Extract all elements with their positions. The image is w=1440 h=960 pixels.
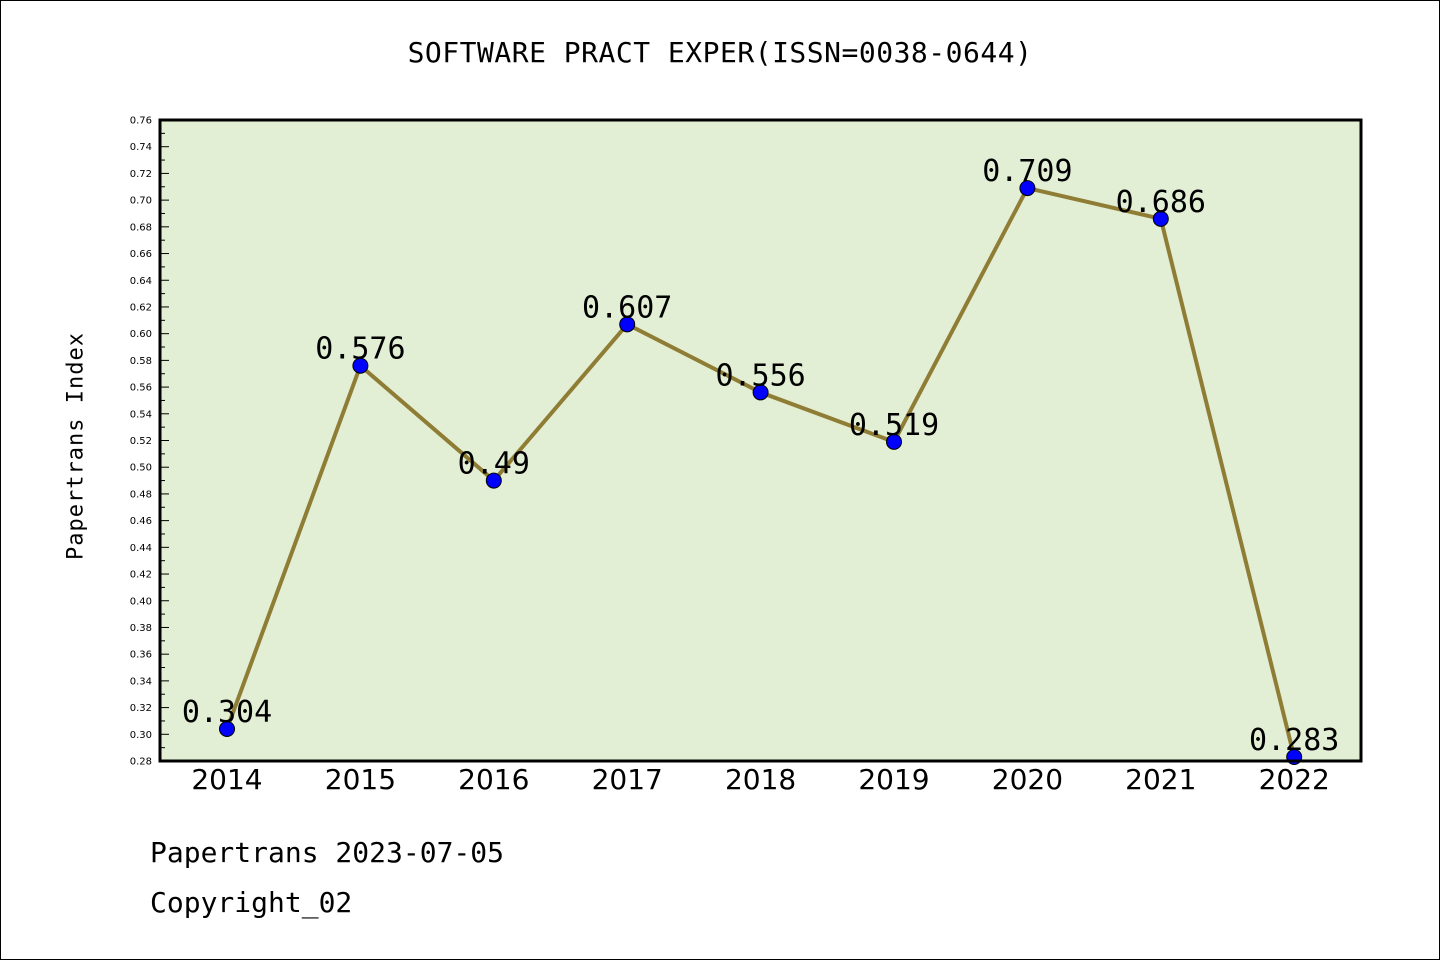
y-tick-label: 0.48 [130,489,152,500]
y-tick-label: 0.30 [130,730,152,741]
y-tick-label: 0.70 [130,196,152,207]
data-label: 0.519 [849,408,939,443]
y-tick-label: 0.72 [130,169,152,180]
data-point [1019,180,1036,197]
data-label: 0.709 [982,154,1072,189]
y-tick-label: 0.50 [130,463,152,474]
data-label: 0.49 [458,447,530,482]
footer-copyright: Copyright_02 [150,886,353,919]
x-tick-label: 2019 [858,763,929,796]
y-tick-label: 0.58 [130,356,152,367]
y-tick-label: 0.38 [130,623,152,634]
y-tick-label: 0.64 [130,276,152,287]
data-label: 0.556 [715,358,805,393]
y-tick-label: 0.36 [130,650,152,661]
y-tick-label: 0.76 [130,116,152,127]
x-tick-label: 2014 [191,763,262,796]
x-tick-label: 2021 [1125,763,1196,796]
data-label: 0.283 [1249,723,1339,758]
data-label: 0.686 [1116,185,1206,220]
y-tick-label: 0.32 [130,703,152,714]
y-tick-label: 0.62 [130,302,152,313]
y-tick-label: 0.40 [130,596,152,607]
x-tick-label: 2015 [325,763,396,796]
x-axis: 2014 2015 2016 2017 2018 2019 2020 2021 2022 [191,763,1329,796]
y-tick-label: 0.34 [130,676,152,687]
data-label: 0.304 [182,695,272,730]
data-point [1152,210,1169,227]
x-tick-label: 2022 [1259,763,1330,796]
data-point [352,357,369,374]
x-tick-label: 2018 [725,763,796,796]
y-tick-label: 0.42 [130,570,152,581]
y-tick-label: 0.74 [130,142,152,153]
y-tick-label: 0.56 [130,383,152,394]
y-tick-label: 0.68 [130,222,152,233]
y-tick-label: 0.44 [130,543,152,554]
y-tick-label: 0.46 [130,516,152,527]
x-tick-label: 2017 [592,763,663,796]
data-label: 0.607 [582,290,672,325]
data-point [752,384,769,401]
series-group: 0.304 0.576 0.49 0.607 0.556 0.519 0.709 0.686 0… [182,154,1339,765]
data-point [219,720,235,737]
data-point [619,316,636,333]
y-tick-label: 0.28 [130,757,152,768]
y-tick-label: 0.52 [130,436,152,447]
data-point [886,433,902,450]
chart-title: SOFTWARE PRACT EXPER(ISSN=0038-0644) [407,36,1033,69]
plot-border [158,118,1363,763]
footer-date: Papertrans 2023-07-05 [150,836,505,869]
y-tick-label: 0.60 [130,329,152,340]
x-tick-label: 2016 [458,763,529,796]
data-point [485,472,502,489]
y-axis: 0.28 0.30 0.32 0.34 0.36 0.38 0.40 0.42 0.44 0.46… [130,116,169,768]
data-label: 0.576 [315,332,405,367]
x-tick-label: 2020 [992,763,1063,796]
y-tick-label: 0.66 [130,249,152,260]
y-tick-label: 0.54 [130,409,152,420]
